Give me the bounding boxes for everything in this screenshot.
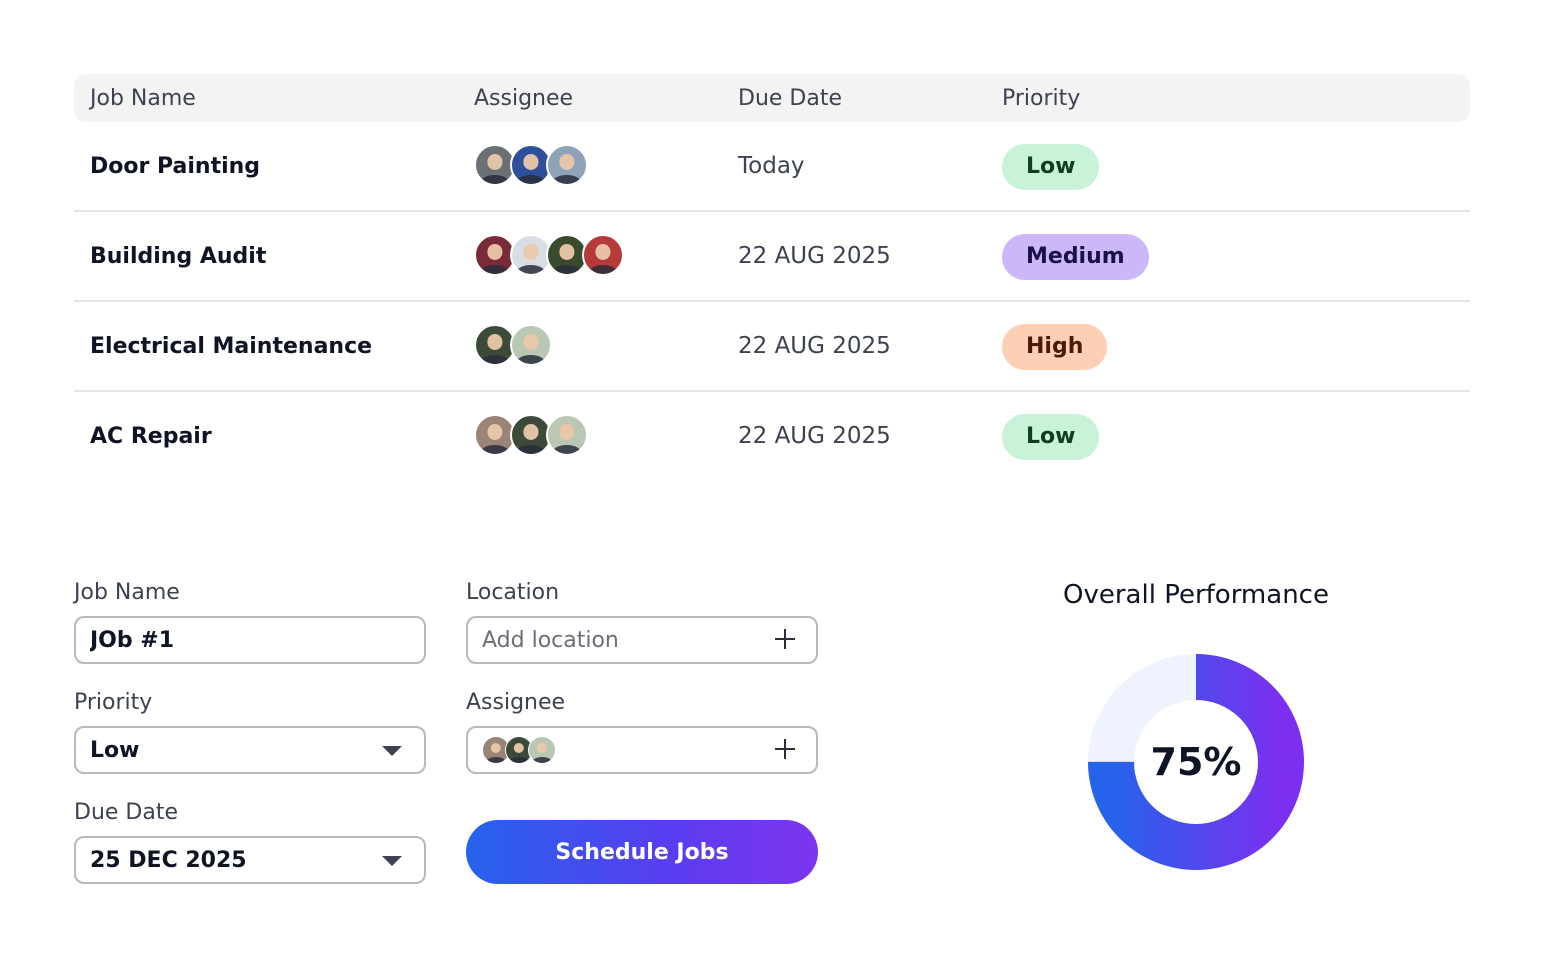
assignee-label: Assignee [466, 690, 566, 715]
due-date-cell: 22 AUG 2025 [738, 423, 891, 449]
assignee-avatars[interactable] [474, 414, 588, 460]
avatar[interactable] [582, 234, 624, 276]
location-field[interactable] [466, 616, 818, 664]
header-due-date[interactable]: Due Date [738, 86, 842, 111]
priority-badge[interactable]: Low [1002, 414, 1100, 460]
header-priority[interactable]: Priority [1002, 86, 1081, 111]
due-date-cell: 22 AUG 2025 [738, 333, 891, 359]
assignee-avatars[interactable] [474, 234, 624, 280]
job-name-cell: Door Painting [90, 154, 261, 179]
add-assignee-icon[interactable] [772, 736, 798, 762]
chevron-down-icon[interactable] [382, 856, 402, 866]
jobs-table: Job Name Assignee Due Date Priority Door… [74, 74, 1470, 480]
priority-label: Priority [74, 690, 153, 715]
job-name-cell: Building Audit [90, 244, 267, 269]
avatar[interactable] [546, 144, 588, 186]
priority-selected-value: Low [90, 738, 140, 763]
location-input[interactable] [482, 618, 772, 662]
due-date-cell: Today [738, 153, 805, 179]
assignee-avatars[interactable] [474, 144, 588, 190]
job-name-input[interactable] [90, 618, 380, 662]
add-location-icon[interactable] [772, 626, 798, 652]
avatar[interactable] [546, 414, 588, 456]
job-name-cell: Electrical Maintenance [90, 334, 373, 359]
table-row[interactable]: Door Painting Today Low [74, 122, 1470, 212]
avatar[interactable] [474, 144, 516, 186]
header-job-name[interactable]: Job Name [90, 86, 196, 111]
table-header: Job Name Assignee Due Date Priority [74, 74, 1470, 122]
priority-badge[interactable]: High [1002, 324, 1108, 370]
schedule-jobs-button[interactable]: Schedule Jobs [466, 820, 818, 884]
table-row[interactable]: AC Repair 22 AUG 2025 Low [74, 392, 1470, 480]
performance-title: Overall Performance [1063, 580, 1329, 610]
table-row[interactable]: Electrical Maintenance 22 AUG 2025 High [74, 302, 1470, 392]
table-body: Door Painting Today Low Building Audit 22 AU… [74, 122, 1470, 480]
performance-donut-chart [1088, 654, 1304, 870]
header-assignee[interactable]: Assignee [474, 86, 574, 111]
due-date-select[interactable]: 25 DEC 2025 [74, 836, 426, 884]
location-label: Location [466, 580, 560, 605]
avatar[interactable] [474, 234, 516, 276]
avatar[interactable] [510, 324, 552, 366]
due-date-selected-value: 25 DEC 2025 [90, 848, 247, 873]
avatar [505, 736, 533, 764]
avatar [528, 736, 556, 764]
job-name-field[interactable] [74, 616, 426, 664]
assignee-field[interactable] [466, 726, 818, 774]
chevron-down-icon[interactable] [382, 746, 402, 756]
assignee-avatars [482, 736, 556, 764]
priority-badge[interactable]: Low [1002, 144, 1100, 190]
priority-select[interactable]: Low [74, 726, 426, 774]
due-date-cell: 22 AUG 2025 [738, 243, 891, 269]
assignee-avatars[interactable] [474, 324, 552, 370]
table-row[interactable]: Building Audit 22 AUG 2025 Medium [74, 212, 1470, 302]
job-name-cell: AC Repair [90, 424, 212, 449]
performance-value: 75% [1150, 740, 1242, 784]
due-date-label: Due Date [74, 800, 178, 825]
job-name-label: Job Name [74, 580, 180, 605]
priority-badge[interactable]: Medium [1002, 234, 1149, 280]
avatar[interactable] [510, 414, 552, 456]
donut-progress-arc [1088, 654, 1304, 870]
avatar[interactable] [510, 144, 552, 186]
avatar[interactable] [546, 234, 588, 276]
